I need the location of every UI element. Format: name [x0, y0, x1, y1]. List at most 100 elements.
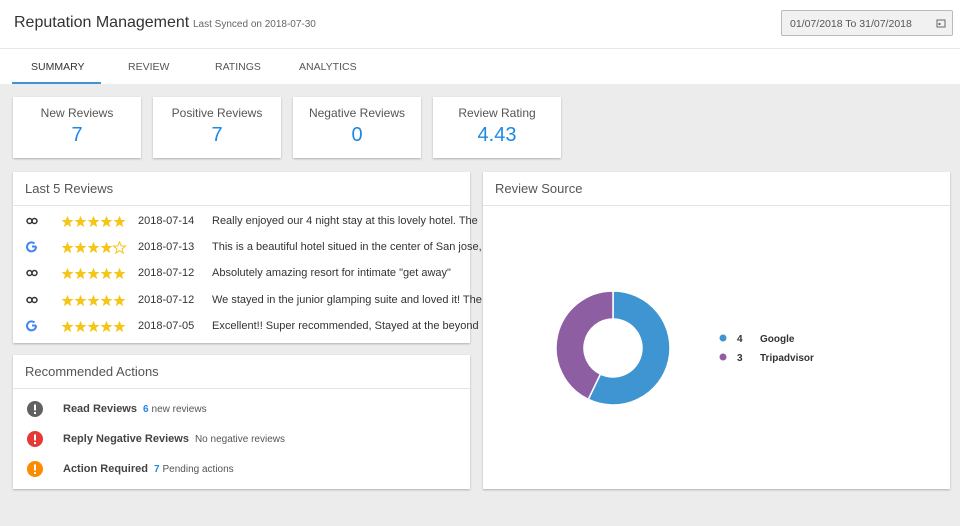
- action-row: Action Required 7 Pending actions: [27, 461, 447, 479]
- kpi-label: Review Rating: [458, 106, 536, 120]
- star-rating: [61, 215, 126, 228]
- star: [61, 268, 74, 280]
- tab[interactable]: REVIEW: [128, 61, 170, 73]
- review-row: 2018-07-13 This is a beautiful hotel situ…: [13, 238, 482, 258]
- tab[interactable]: ANALYTICS: [299, 61, 357, 73]
- star: [100, 241, 113, 254]
- review-text: Excellent!! Super recommended, Stayed at…: [212, 319, 479, 332]
- card-title: Last 5 Reviews: [13, 172, 470, 206]
- review-text: Absolutely amazing resort for intimate "…: [212, 267, 451, 280]
- action-icon: [27, 431, 43, 447]
- action-note: No negative reviews: [194, 434, 285, 445]
- legend-dot: [719, 334, 727, 342]
- legend-label: Google: [760, 334, 795, 345]
- star: [74, 241, 87, 254]
- star: [100, 268, 113, 280]
- review-row: 2018-07-12 We stayed in the junior glampi…: [13, 291, 482, 311]
- source-icon: [26, 270, 38, 277]
- star: [74, 268, 87, 280]
- legend-dot: [719, 353, 727, 361]
- actions-card: Recommended Actions Read Reviews 6 new rev…: [13, 355, 470, 489]
- icon-part: [34, 464, 36, 471]
- review-text: This is a beautiful hotel situed in the …: [212, 241, 482, 254]
- action-count: 6: [142, 404, 149, 415]
- review-row: 2018-07-14 Really enjoyed our 4 night sta…: [13, 212, 478, 232]
- date-range: 01/07/2018 To 31/07/2018: [790, 18, 912, 30]
- star: [61, 215, 74, 228]
- donut-slice: [555, 290, 614, 401]
- star: [100, 294, 113, 306]
- donut-slice: [587, 290, 671, 406]
- kpi-value: 4.43: [477, 124, 517, 146]
- tab[interactable]: RATINGS: [215, 61, 261, 73]
- action-note: new reviews: [151, 404, 207, 415]
- star: [74, 215, 87, 228]
- icon-part: [31, 217, 38, 225]
- kpi-value: 0: [351, 124, 363, 146]
- star-rating: [61, 241, 127, 255]
- star-rating: [61, 268, 126, 280]
- icon-part: [34, 404, 36, 411]
- kpi-label: Positive Reviews: [171, 106, 263, 120]
- source-icon: [26, 320, 37, 332]
- review-date: 2018-07-05: [138, 319, 195, 332]
- calendar-icon: [936, 19, 946, 28]
- page-title: Reputation Management: [14, 14, 190, 31]
- star: [74, 294, 87, 306]
- review-date: 2018-07-14: [138, 215, 195, 227]
- star: [61, 241, 74, 254]
- card-title: Recommended Actions: [13, 355, 470, 389]
- icon-part: [34, 472, 36, 474]
- source-icon: [26, 296, 38, 303]
- icon-part: [34, 442, 36, 444]
- date-range-picker[interactable]: 01/07/2018 To 31/07/2018: [781, 10, 953, 36]
- action-note: Pending actions: [162, 464, 234, 475]
- source-icon: [26, 217, 38, 225]
- review-date: 2018-07-13: [138, 241, 195, 254]
- kpi-card: Positive Reviews 7: [153, 97, 281, 158]
- star: [100, 320, 113, 332]
- star: [74, 320, 87, 332]
- action-row: Read Reviews 6 new reviews: [27, 401, 447, 419]
- review-row: 2018-07-05 Excellent!! Super recommended,…: [13, 317, 479, 337]
- review-text: Really enjoyed our 4 night stay at this …: [212, 215, 478, 227]
- star: [100, 215, 113, 228]
- icon-part: [26, 320, 37, 332]
- star: [113, 320, 126, 332]
- source-icon: [26, 241, 37, 253]
- tab[interactable]: SUMMARY: [31, 61, 85, 73]
- legend-label: Tripadvisor: [760, 353, 814, 364]
- tab-indicator: [12, 82, 101, 84]
- icon-part: [34, 412, 36, 414]
- kpi-value: 7: [211, 124, 223, 146]
- action-row: Reply Negative Reviews No negative review…: [27, 431, 447, 449]
- card-title: Review Source: [483, 172, 950, 206]
- action-label: Reply Negative Reviews: [63, 433, 189, 445]
- tab-bar: [0, 48, 960, 84]
- kpi-card: New Reviews 7: [13, 97, 141, 158]
- action-label: Action Required: [63, 463, 148, 475]
- star: [61, 320, 74, 332]
- star: [87, 241, 100, 254]
- kpi-value: 7: [71, 124, 83, 146]
- donut-chart: 4 Google 3 Tripadvisor: [555, 290, 814, 406]
- star: [113, 268, 126, 280]
- star: [112, 241, 127, 255]
- star-rating: [61, 320, 126, 332]
- legend-value: 4: [737, 334, 743, 345]
- star: [61, 294, 74, 306]
- icon-part: [31, 270, 38, 277]
- star: [113, 294, 126, 306]
- review-date: 2018-07-12: [138, 267, 195, 280]
- legend-value: 3: [737, 353, 743, 364]
- star: [87, 320, 100, 332]
- review-date: 2018-07-12: [138, 293, 195, 306]
- star-rating: [61, 294, 126, 306]
- action-icon: [27, 401, 43, 417]
- review-row: 2018-07-12 Absolutely amazing resort for …: [13, 264, 470, 284]
- star: [87, 268, 100, 280]
- kpi-card: Review Rating 4.43: [433, 97, 561, 158]
- kpi-label: New Reviews: [40, 106, 114, 120]
